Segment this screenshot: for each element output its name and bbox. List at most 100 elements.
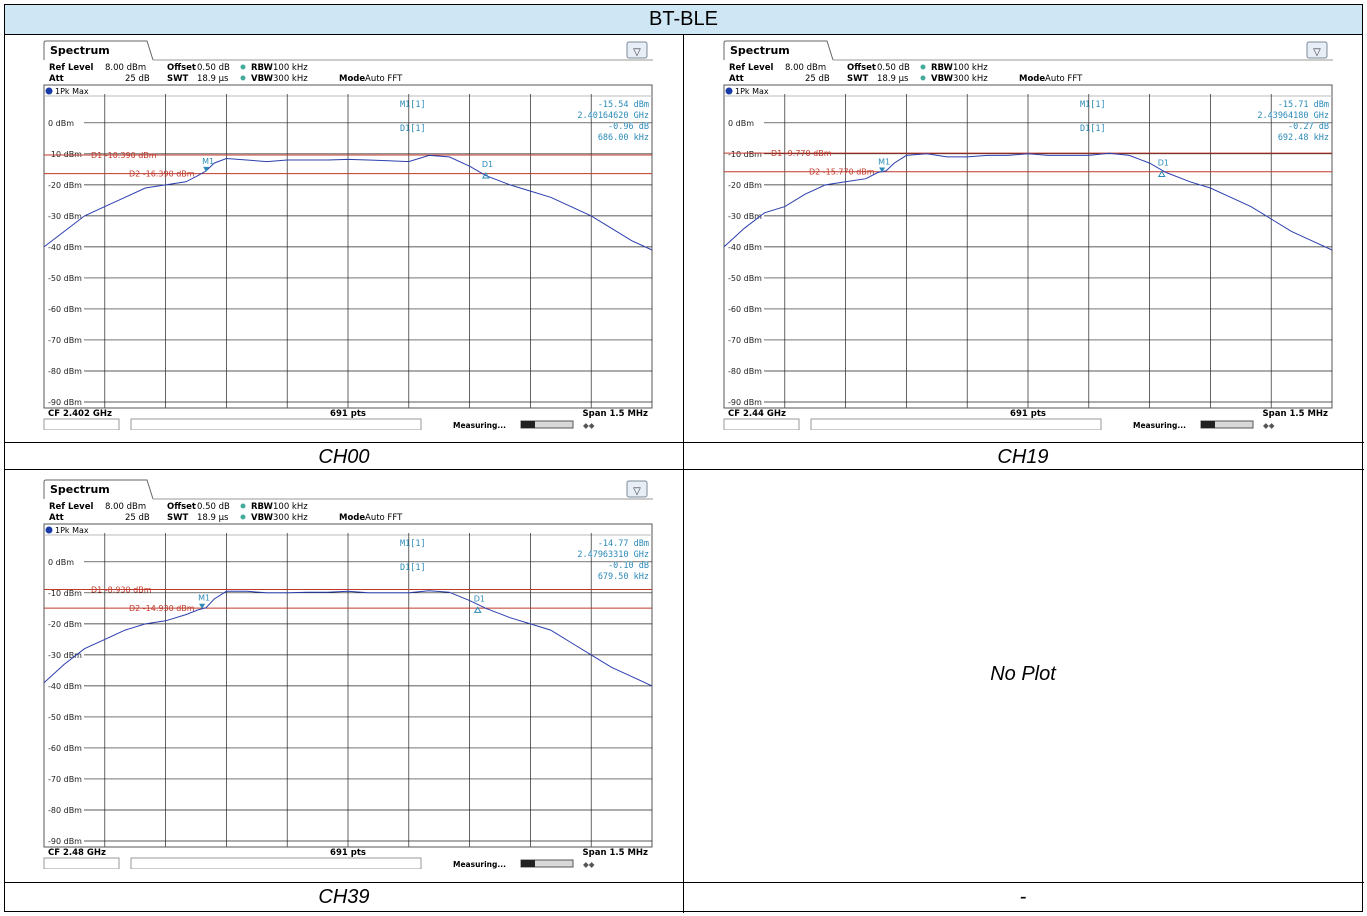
y-tick-label: -70 dBm [48, 775, 82, 784]
rbw-coupled-dot [240, 503, 246, 509]
y-tick-label: -60 dBm [728, 305, 762, 314]
marker-d1 [473, 606, 482, 613]
ref-level-value: 8.00 dBm [105, 502, 146, 512]
y-tick-label: -90 dBm [48, 837, 82, 846]
swt-label: SWT [167, 513, 188, 523]
mode-value: Auto FFT [365, 74, 403, 84]
progress-fill [521, 860, 535, 867]
trace-1-line [723, 152, 1333, 251]
y-tick-label: -70 dBm [48, 336, 82, 345]
att-label: Att [49, 74, 64, 84]
marker-m1-label: M1[1] [1080, 100, 1106, 110]
y-tick-label: -40 dBm [48, 243, 82, 252]
span-label: Span 1.5 MHz [1263, 409, 1329, 419]
offset-value: 0.50 dB [197, 63, 230, 73]
marker-m1 [879, 167, 886, 173]
vbw-coupled-dot [240, 514, 246, 520]
marker-d1-label: D1[1] [400, 563, 426, 573]
spectrum-tab [43, 479, 154, 500]
status-field-1 [723, 418, 800, 430]
settings-icon [1306, 41, 1328, 59]
progress-fill [1201, 421, 1215, 428]
marker-d1-freq: 679.50 kHz [598, 572, 649, 582]
rbw-value: 100 kHz [273, 63, 308, 73]
ref-level-label: Ref Level [729, 63, 773, 73]
trace-label: 1Pk Max [735, 87, 769, 96]
tab-label: Spectrum [50, 44, 110, 57]
caption-ch00: CH00 [318, 446, 370, 468]
vbw-value: 300 kHz [273, 74, 308, 84]
settings-icon-glyph: ▽ [633, 486, 641, 497]
offset-label: Offset [167, 63, 196, 73]
y-tick-label: -20 dBm [48, 181, 82, 190]
display-line-label: D2 -16.390 dBm [129, 170, 195, 179]
points-label: 691 pts [330, 848, 366, 858]
trace-label: 1Pk Max [55, 87, 89, 96]
status-field-2 [130, 418, 422, 430]
marker-d1-level: -0.27 dB [1288, 122, 1329, 132]
display-line-label: D2 -14.930 dBm [129, 604, 195, 613]
rbw-value: 100 kHz [273, 502, 308, 512]
y-tick-label: -50 dBm [48, 713, 82, 722]
ref-level-value: 8.00 dBm [785, 63, 826, 73]
no-plot-text: No Plot [990, 663, 1056, 685]
status-field-2 [130, 857, 422, 869]
marker-label: M1 [878, 158, 890, 167]
y-tick-label: -80 dBm [728, 367, 762, 376]
points-label: 691 pts [1010, 409, 1046, 419]
mode-value: Auto FFT [365, 513, 403, 523]
marker-d1-label: D1[1] [1080, 124, 1106, 134]
status-text: Measuring... [453, 421, 506, 430]
spectrum-svg: Spectrum ▽ Ref Level 8.00 dBm Offset 0.50 dB R… [43, 479, 653, 869]
vbw-value: 300 kHz [953, 74, 988, 84]
y-tick-label: -40 dBm [48, 682, 82, 691]
y-tick-label: -60 dBm [48, 744, 82, 753]
y-tick-label: -90 dBm [728, 398, 762, 407]
y-tick-label: -10 dBm [48, 150, 82, 159]
progress-fill [521, 421, 535, 428]
offset-value: 0.50 dB [877, 63, 910, 73]
ref-level-label: Ref Level [49, 502, 93, 512]
display-line-label: D1 -8.930 dBm [91, 586, 152, 595]
y-tick-label: -10 dBm [48, 589, 82, 598]
y-tick-label: -20 dBm [728, 181, 762, 190]
trace-1-line [43, 154, 653, 251]
caption-ch19: CH19 [997, 446, 1049, 468]
lxi-icon: ◆◆ [583, 421, 595, 430]
span-label: Span 1.5 MHz [583, 409, 649, 419]
status-field-1 [43, 418, 120, 430]
y-tick-label: -40 dBm [728, 243, 762, 252]
att-label: Att [49, 513, 64, 523]
trace-label: 1Pk Max [55, 526, 89, 535]
row-divider [5, 442, 1364, 443]
y-tick-label: 0 dBm [48, 119, 74, 128]
offset-value: 0.50 dB [197, 502, 230, 512]
swt-label: SWT [167, 74, 188, 84]
marker-label: D1 [482, 160, 493, 169]
rbw-label: RBW [251, 63, 274, 73]
mode-label: Mode [339, 74, 365, 84]
display-line-label: D1 -9.770 dBm [771, 149, 832, 158]
att-value: 25 dB [125, 513, 150, 523]
row-divider [5, 882, 1364, 883]
marker-m1-label: M1[1] [400, 100, 426, 110]
lxi-icon: ◆◆ [1263, 421, 1275, 430]
spectrum-svg: Spectrum ▽ Ref Level 8.00 dBm Offset 0.50 dB R… [723, 40, 1333, 430]
vbw-label: VBW [931, 74, 954, 84]
mode-label: Mode [339, 513, 365, 523]
marker-d1-label: D1[1] [400, 124, 426, 134]
marker-d1-level: -0.10 dB [608, 561, 649, 571]
att-value: 25 dB [805, 74, 830, 84]
rbw-value: 100 kHz [953, 63, 988, 73]
settings-icon-glyph: ▽ [1313, 47, 1321, 58]
marker-label: M1 [198, 594, 210, 603]
marker-m1-freq: 2.43964180 GHz [1257, 111, 1329, 121]
att-value: 25 dB [125, 74, 150, 84]
rbw-label: RBW [931, 63, 954, 73]
center-frequency-label: CF 2.44 GHz [728, 409, 786, 419]
marker-m1-label: M1[1] [400, 539, 426, 549]
center-frequency-label: CF 2.48 GHz [48, 848, 106, 858]
display-line-label: D1 -10.390 dBm [91, 151, 157, 160]
caption-ch39: CH39 [318, 886, 370, 908]
ref-level-value: 8.00 dBm [105, 63, 146, 73]
